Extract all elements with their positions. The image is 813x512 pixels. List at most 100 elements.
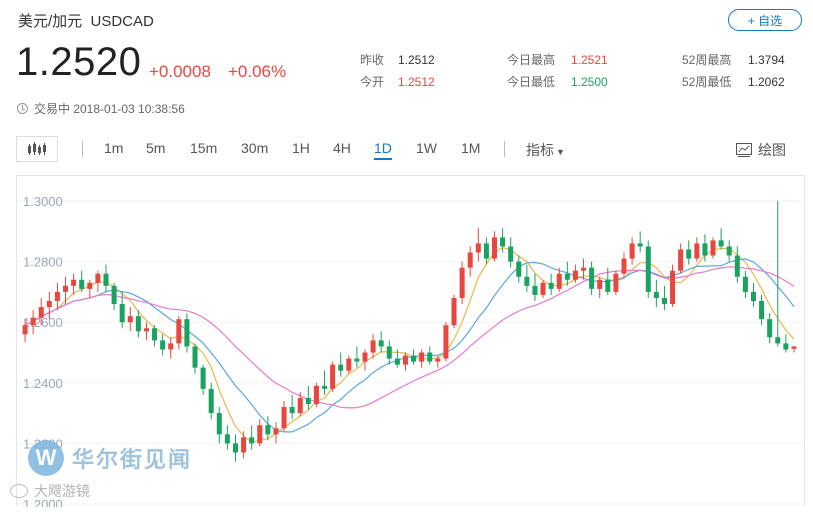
stat-value: 1.2512	[398, 53, 435, 67]
candle-body	[435, 358, 441, 362]
candle-body	[572, 270, 578, 280]
candle-body	[734, 255, 740, 277]
candle-body	[411, 355, 417, 362]
candle-body	[564, 273, 570, 280]
stat-value: 1.2062	[748, 75, 785, 89]
draw-button[interactable]: 绘图	[736, 140, 786, 160]
candle-body	[265, 425, 271, 435]
timeframe-4h[interactable]: 4H	[333, 140, 351, 156]
watermark-secondary-text: 大飕游镜	[34, 483, 90, 499]
candle-body	[354, 358, 360, 362]
caret-down-icon: ▼	[556, 147, 565, 157]
candle-body	[22, 325, 28, 335]
timeframe-5m[interactable]: 5m	[146, 140, 166, 156]
candle-body	[767, 319, 773, 338]
candle-body	[556, 273, 562, 289]
candle-body	[176, 319, 182, 344]
status-time-text: 交易中 2018-01-03 10:38:56	[34, 102, 185, 116]
candle-body	[95, 273, 101, 283]
candle-body	[63, 285, 69, 292]
candle-body	[419, 352, 425, 362]
indicator-dropdown[interactable]: 指标 ▼	[526, 140, 565, 160]
y-tick-label: 1.2800	[23, 255, 63, 270]
candle-body	[718, 240, 724, 247]
watermark: W 华尔街见闻	[28, 440, 192, 476]
timeframe-1h[interactable]: 1H	[292, 140, 310, 156]
stat-row: 昨收 1.2512	[360, 49, 435, 71]
draw-label: 绘图	[758, 142, 786, 158]
candlestick-type-button[interactable]	[16, 136, 58, 162]
candle-body	[427, 352, 433, 362]
candle-body	[54, 291, 60, 301]
stat-row: 今日最高 1.2521	[507, 49, 608, 71]
candle-body	[168, 343, 174, 350]
candle-body	[378, 340, 384, 347]
candle-body	[46, 300, 52, 308]
candle-body	[491, 237, 497, 259]
candle-body	[653, 291, 659, 298]
timeframe-1mo[interactable]: 1M	[461, 140, 481, 156]
stat-label: 今日最高	[507, 53, 556, 67]
candle-body	[750, 291, 756, 301]
candle-body	[710, 240, 716, 256]
stat-label: 52周最低	[682, 75, 732, 89]
candle-body	[232, 443, 238, 453]
add-watchlist-button[interactable]: + 自选	[728, 9, 802, 31]
candle-body	[678, 249, 684, 271]
candle-body	[589, 267, 595, 289]
timeframe-15m[interactable]: 15m	[190, 140, 218, 156]
candle-body	[273, 428, 279, 435]
candle-body	[297, 397, 303, 414]
timeframe-1m[interactable]: 1m	[104, 140, 124, 156]
candle-body	[548, 282, 554, 289]
stat-label: 52周最高	[682, 53, 732, 67]
candle-body	[38, 307, 44, 318]
candle-body	[330, 364, 336, 389]
candle-body	[200, 367, 206, 389]
timeframe-30m[interactable]: 30m	[241, 140, 269, 156]
instrument-title: 美元/加元 USDCAD	[18, 10, 154, 31]
toolbar-divider	[82, 141, 83, 157]
candle-body	[346, 358, 352, 371]
timeframe-1d[interactable]: 1D	[374, 140, 392, 160]
stat-label: 昨收	[360, 53, 385, 67]
candle-body	[516, 261, 522, 277]
candle-body	[621, 258, 627, 274]
candle-body	[605, 279, 611, 292]
candle-body	[87, 282, 93, 289]
candle-body	[338, 364, 344, 371]
y-tick-label: 1.2400	[23, 376, 63, 391]
candle-body	[370, 340, 376, 353]
candle-body	[152, 328, 158, 341]
ma-mid-line	[24, 258, 795, 433]
stat-value: 1.2521	[571, 53, 608, 67]
candle-body	[775, 337, 781, 344]
stats-col-2: 今日最高 1.2521 今日最低 1.2500	[507, 49, 608, 93]
price-change: +0.0008	[149, 62, 211, 81]
candlestick-icon	[28, 142, 46, 155]
indicator-label: 指标	[526, 142, 554, 158]
candle-body	[645, 246, 651, 292]
candle-body	[249, 437, 255, 444]
candle-body	[71, 279, 77, 286]
stat-value: 1.2512	[398, 75, 435, 89]
brand-logo: W	[28, 440, 64, 476]
candle-body	[742, 276, 748, 292]
stat-value: 1.3794	[748, 53, 785, 67]
candle-body	[629, 243, 635, 259]
clock-icon	[17, 103, 28, 114]
stat-label: 今开	[360, 75, 385, 89]
candle-body	[135, 316, 141, 332]
candle-body	[103, 273, 109, 286]
candle-body	[305, 397, 311, 405]
candle-body	[111, 285, 117, 305]
candle-body	[597, 279, 603, 289]
timeframe-1w[interactable]: 1W	[416, 140, 437, 156]
watermark-brand: 华尔街见闻	[72, 447, 193, 472]
candle-body	[791, 346, 797, 349]
candle-body	[661, 297, 667, 305]
candle-body	[443, 325, 449, 359]
candle-body	[184, 319, 190, 347]
candle-body	[30, 317, 36, 326]
